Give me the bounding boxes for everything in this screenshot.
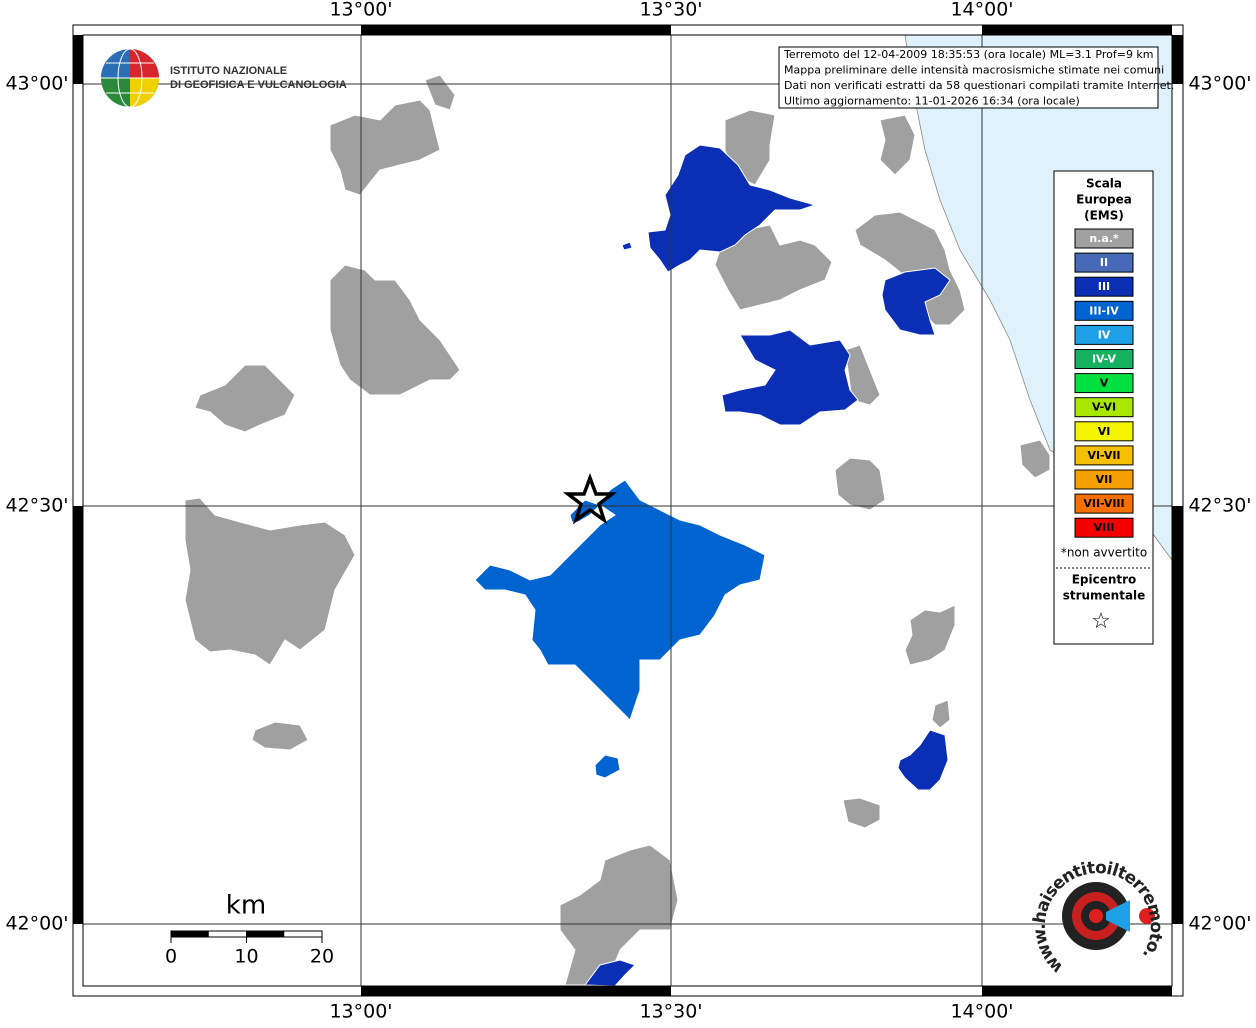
- map-frame: [72, 24, 1184, 997]
- legend-label: VI-VII: [1087, 449, 1120, 462]
- legend-swatch: [1074, 349, 1134, 369]
- legend-label: II: [1100, 256, 1108, 269]
- legend-swatch: [1074, 397, 1134, 418]
- info-line: Terremoto del 12-04-2009 18:35:53 (ora l…: [783, 48, 1154, 61]
- legend-label: n.a.*: [1089, 232, 1119, 245]
- legend-label: III: [1098, 280, 1110, 293]
- legend-title: (EMS): [1084, 209, 1124, 223]
- info-box: [778, 46, 1159, 109]
- lat-label: 42°00': [5, 913, 68, 935]
- legend-label: VII: [1096, 473, 1113, 486]
- info-line: Dati non verificati estratti da 58 quest…: [784, 79, 1174, 92]
- info-line: Mappa preliminare delle intensità macros…: [784, 64, 1164, 77]
- site-logo: [1062, 882, 1155, 950]
- legend-epicenter: strumentale: [1063, 589, 1146, 603]
- legend-label: V: [1100, 377, 1109, 390]
- lon-label: 13°30': [639, 1001, 702, 1023]
- legend-label: VII-VIII: [1083, 497, 1124, 510]
- legend-label: IV-V: [1092, 353, 1117, 366]
- logo-text: ISTITUTO NAZIONALE: [170, 65, 287, 77]
- legend-title: Europea: [1076, 193, 1132, 207]
- legend-label: VIII: [1094, 521, 1115, 534]
- legend-swatch: [1074, 276, 1134, 297]
- municipalities-iii: [584, 144, 951, 987]
- legend-swatch: [1074, 445, 1134, 466]
- legend-swatch: [1074, 517, 1134, 538]
- lat-label: 42°30': [5, 495, 68, 517]
- legend-swatch: [1074, 421, 1134, 442]
- legend-footnote: *non avvertito: [1061, 546, 1147, 560]
- legend-epicenter: Epicentro: [1072, 573, 1137, 587]
- legend-label: VI: [1098, 425, 1111, 438]
- legend-swatch: [1074, 252, 1134, 273]
- legend-label: IV: [1098, 328, 1111, 341]
- scale-label: 10: [234, 946, 258, 968]
- legend-swatch: [1074, 493, 1134, 514]
- legend-title: Scala: [1086, 177, 1122, 191]
- legend-label: V-VI: [1092, 401, 1116, 414]
- legend-swatch: [1074, 469, 1134, 490]
- lat-label: 43°00': [5, 73, 68, 95]
- legend-swatch: [1074, 324, 1134, 345]
- ingv-logo: [101, 48, 159, 108]
- info-line: Ultimo aggiornamento: 11-01-2026 16:34 (…: [784, 95, 1080, 108]
- lat-label: 43°00': [1188, 73, 1251, 95]
- logo-text: DI GEOFISICA E VULCANOLOGIA: [170, 79, 347, 91]
- lat-label: 42°00': [1188, 913, 1251, 935]
- lat-label: 42°30': [1188, 495, 1251, 517]
- legend-swatch: [1074, 373, 1134, 394]
- legend-label: III-IV: [1089, 304, 1119, 317]
- scale-label: 0: [165, 946, 177, 968]
- legend-swatch: [1074, 228, 1134, 249]
- legend-symbol: ☆: [1091, 609, 1111, 634]
- epicenter-star: [562, 473, 618, 525]
- graticule: [83, 35, 1172, 986]
- lon-label: 13°30': [639, 0, 702, 21]
- lon-label: 13°00': [329, 0, 392, 21]
- lon-label: 14°00': [950, 0, 1013, 21]
- scale-unit: km: [226, 891, 266, 921]
- scale-label: 20: [310, 946, 334, 968]
- lon-label: 13°00': [329, 1001, 392, 1023]
- lon-label: 14°00': [950, 1001, 1013, 1023]
- scale-bar: [170, 930, 323, 943]
- legend-swatch: [1074, 300, 1134, 321]
